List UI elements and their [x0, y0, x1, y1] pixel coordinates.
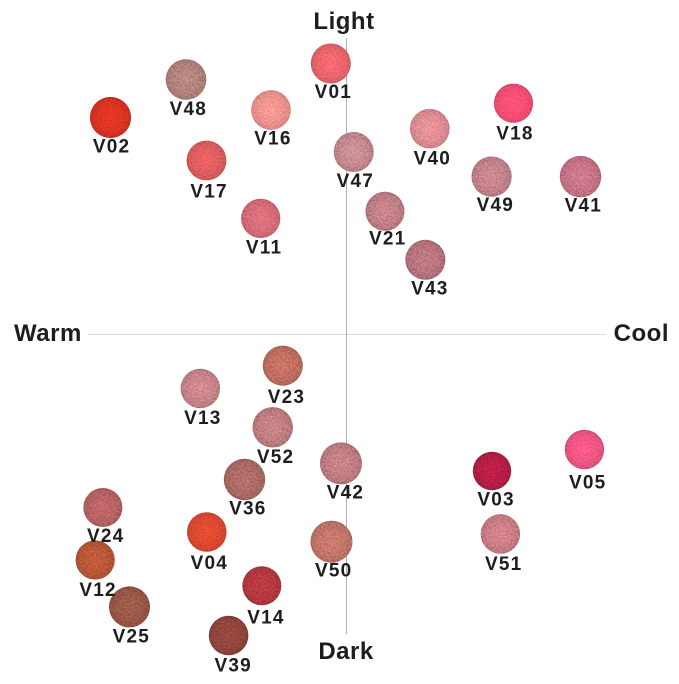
svg-text:V12: V12 [79, 580, 116, 601]
svg-text:V03: V03 [477, 490, 514, 511]
svg-text:V02: V02 [93, 137, 130, 158]
svg-text:V18: V18 [496, 124, 533, 145]
svg-text:V11: V11 [246, 238, 282, 259]
svg-text:V17: V17 [190, 182, 227, 203]
svg-text:V51: V51 [485, 554, 522, 575]
svg-text:V24: V24 [87, 526, 124, 547]
svg-text:V16: V16 [254, 129, 291, 150]
svg-text:V39: V39 [214, 655, 251, 676]
svg-text:V52: V52 [257, 447, 294, 468]
svg-text:V40: V40 [414, 149, 451, 170]
svg-text:V50: V50 [315, 561, 352, 582]
svg-text:V43: V43 [411, 279, 448, 300]
svg-text:Light: Light [313, 8, 374, 35]
svg-text:V49: V49 [477, 195, 514, 216]
svg-text:V14: V14 [247, 608, 284, 629]
svg-text:V41: V41 [565, 196, 602, 217]
svg-text:V36: V36 [229, 499, 266, 520]
svg-text:V05: V05 [569, 473, 606, 494]
svg-text:V23: V23 [268, 387, 305, 408]
svg-text:Warm: Warm [14, 320, 82, 347]
svg-text:V01: V01 [315, 82, 352, 103]
svg-text:V04: V04 [191, 553, 228, 574]
svg-text:V47: V47 [337, 171, 374, 192]
svg-text:Cool: Cool [614, 320, 669, 347]
svg-text:Dark: Dark [318, 638, 374, 665]
svg-text:V25: V25 [113, 627, 150, 648]
svg-text:V48: V48 [170, 99, 207, 120]
svg-text:V42: V42 [327, 483, 364, 504]
svg-text:V21: V21 [369, 229, 406, 250]
svg-text:V13: V13 [184, 408, 221, 429]
